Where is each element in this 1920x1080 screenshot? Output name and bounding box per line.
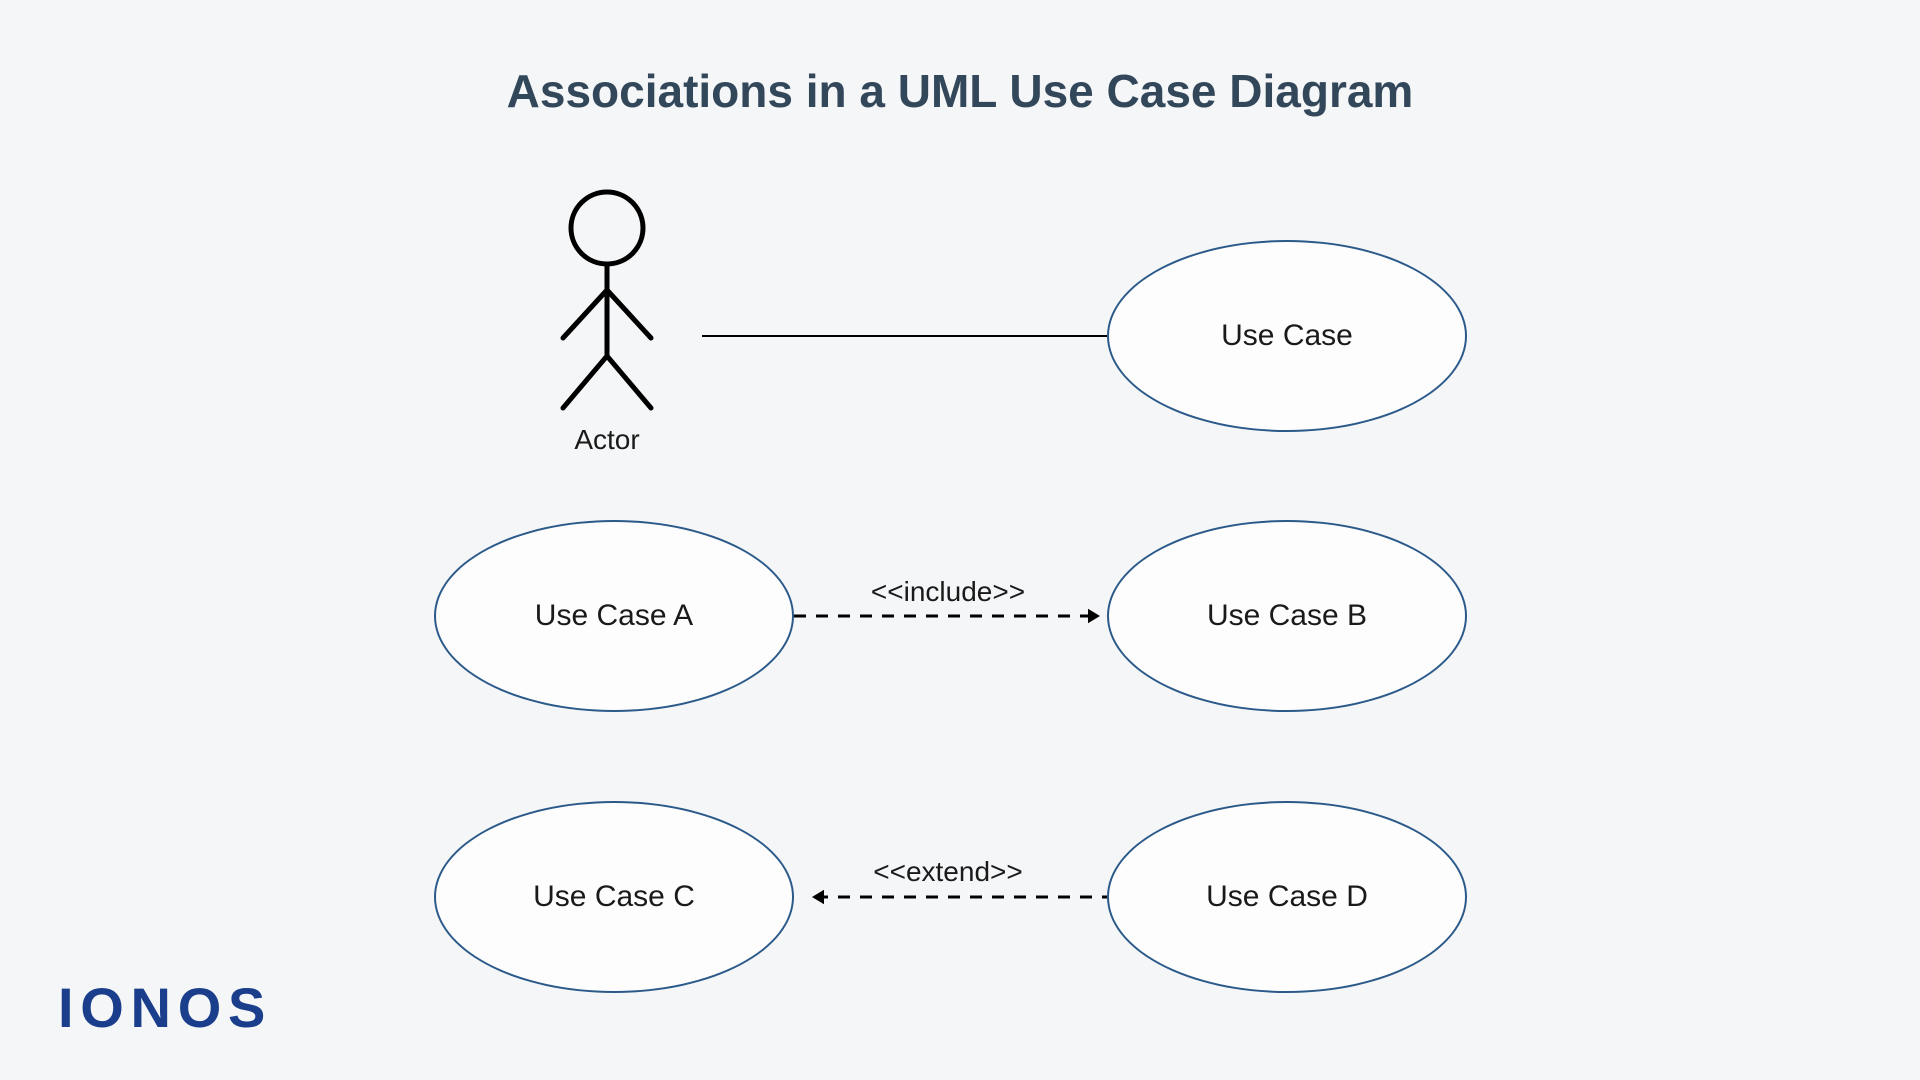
usecase-c-label: Use Case C <box>533 880 695 914</box>
ionos-logo: IONOS <box>58 975 272 1040</box>
diagram-svg <box>0 0 1920 1080</box>
actor-icon <box>563 192 651 408</box>
usecase-a-label: Use Case A <box>535 599 693 633</box>
usecase-b: Use Case B <box>1107 520 1467 712</box>
diagram-title: Associations in a UML Use Case Diagram <box>0 64 1920 118</box>
usecase-c: Use Case C <box>434 801 794 993</box>
usecase-d: Use Case D <box>1107 801 1467 993</box>
usecase-a: Use Case A <box>434 520 794 712</box>
actor-label: Actor <box>547 424 667 456</box>
include-label: <<include>> <box>828 576 1068 608</box>
usecase-main-label: Use Case <box>1221 319 1353 353</box>
usecase-d-label: Use Case D <box>1206 880 1368 914</box>
usecase-b-label: Use Case B <box>1207 599 1367 633</box>
usecase-main: Use Case <box>1107 240 1467 432</box>
extend-label: <<extend>> <box>828 856 1068 888</box>
